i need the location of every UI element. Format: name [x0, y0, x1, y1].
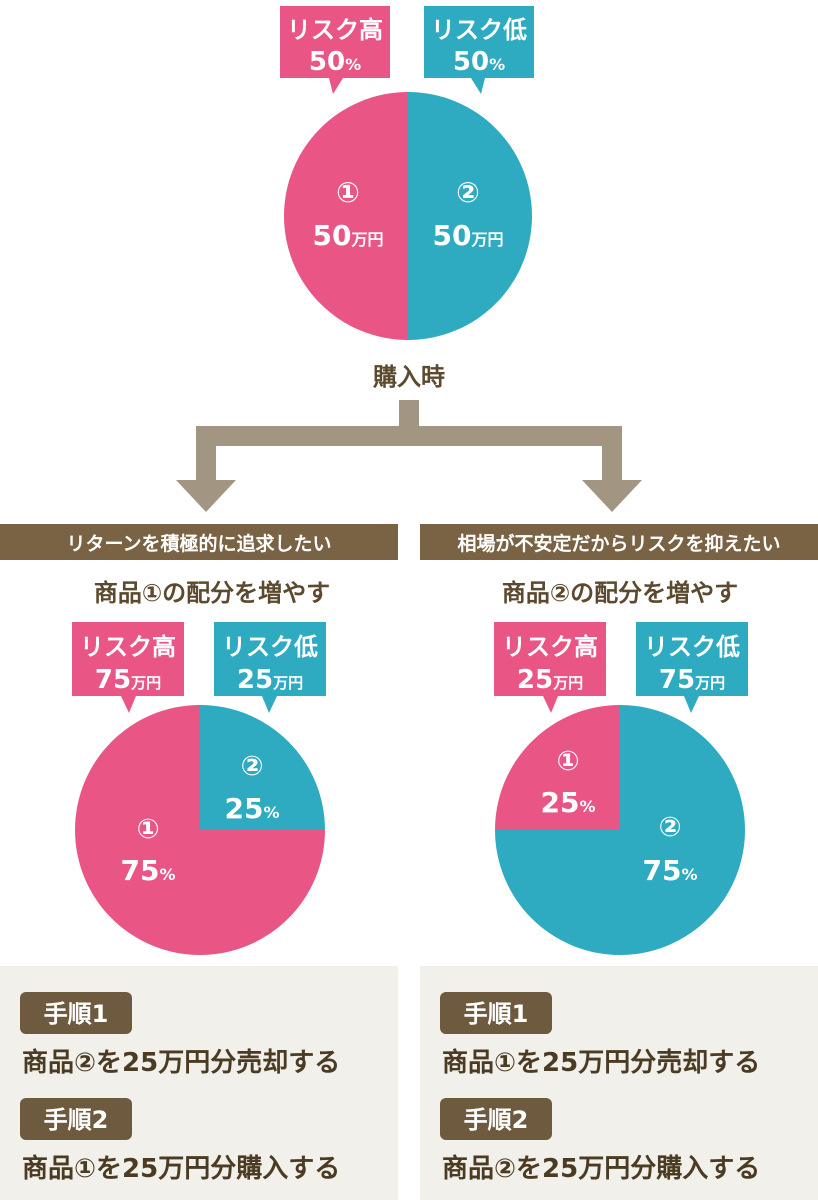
pie-right-label-product-2: ② — [659, 812, 682, 843]
callout-right-low-value: 75 — [659, 665, 695, 695]
pie-left-value-product-2: 25% — [225, 792, 280, 825]
step-label-right-1: 手順1 — [464, 1000, 529, 1028]
pie-left-value-product-2-number: 25 — [225, 792, 264, 825]
step-text-right-1: 商品①を25万円分売却する — [442, 1047, 760, 1078]
callout-left-high-unit: 万円 — [130, 674, 161, 692]
pie-initial-caption: 購入時 — [373, 363, 445, 391]
pie-right-title: 商品②の配分を増やす — [502, 579, 738, 607]
pie-left-value-product-2-unit: % — [263, 803, 279, 822]
pie-right-slice-product-2 — [495, 705, 745, 955]
pie-right-label-product-1: ① — [557, 746, 580, 777]
callout-left-low-value: 25 — [237, 665, 273, 695]
callout-initial-low-value-text: 50% — [453, 47, 505, 77]
pie-left-title: 商品①の配分を増やす — [94, 579, 330, 607]
pie-right-value-product-1-number: 25 — [541, 786, 580, 819]
pie-left-value-product-1-number: 75 — [121, 854, 160, 887]
callout-left-low: リスク低 25万円 — [214, 622, 326, 713]
pie-initial-value-product-1: 50万円 — [313, 219, 384, 252]
callout-initial-high-unit: % — [345, 55, 361, 74]
pie-initial-value-product-2-unit: 万円 — [470, 230, 503, 249]
callout-right-high-value: 25 — [517, 665, 553, 695]
pie-right-value-product-2-number: 75 — [643, 854, 682, 887]
callout-left-high-value: 75 — [95, 665, 131, 695]
callout-initial-low-value: 50 — [453, 47, 489, 77]
pie-left-value-product-1: 75% — [121, 854, 176, 887]
step-label-left-2: 手順2 — [44, 1106, 109, 1134]
pie-initial-slice-product-1 — [284, 92, 408, 340]
pie-left-value-product-1-unit: % — [159, 865, 175, 884]
steps-panel-right: 手順1 商品①を25万円分売却する 手順2 商品②を25万円分購入する — [420, 966, 818, 1200]
callout-right-low-title: リスク低 — [644, 633, 740, 661]
callout-right-high: リスク高 25万円 — [494, 622, 606, 713]
banner-left: リターンを積極的に追求したい — [0, 524, 398, 560]
pie-initial-label-product-1: ① — [336, 176, 360, 209]
banner-left-text: リターンを積極的に追求したい — [66, 532, 331, 555]
pie-left — [75, 705, 325, 955]
banner-right: 相場が不安定だからリスクを抑えたい — [420, 524, 818, 560]
callout-left-low-unit: 万円 — [272, 674, 303, 692]
step-label-left-1: 手順1 — [44, 1000, 109, 1028]
callout-initial-high: リスク高 50% — [280, 6, 390, 94]
callout-right-low: リスク低 75万円 — [636, 622, 748, 713]
step-badge-left-2 — [20, 1098, 132, 1140]
callout-initial-low-unit: % — [489, 55, 505, 74]
step-label-right-2: 手順2 — [464, 1106, 529, 1134]
pie-left-label-product-2: ② — [241, 751, 264, 782]
pie-initial-value-product-2-number: 50 — [433, 219, 472, 252]
callout-initial-high-title: リスク高 — [287, 16, 383, 44]
callout-initial-low: リスク低 50% — [424, 6, 534, 94]
pie-left-slice-product-2 — [200, 705, 325, 830]
callout-initial-low-title: リスク低 — [431, 16, 527, 44]
step-badge-left-1 — [20, 992, 132, 1034]
step-text-left-2: 商品①を25万円分購入する — [22, 1153, 340, 1184]
step-badge-right-1 — [440, 992, 552, 1034]
callout-right-low-unit: 万円 — [694, 674, 725, 692]
pie-right-value-product-2-unit: % — [681, 865, 697, 884]
pie-initial — [284, 92, 532, 340]
banner-right-text: 相場が不安定だからリスクを抑えたい — [457, 532, 780, 555]
step-badge-right-2 — [440, 1098, 552, 1140]
pie-right-value-product-2: 75% — [643, 854, 698, 887]
callout-left-low-title: リスク低 — [222, 633, 318, 661]
pie-initial-value-product-1-unit: 万円 — [350, 230, 383, 249]
steps-panel-left: 手順1 商品②を25万円分売却する 手順2 商品①を25万円分購入する — [0, 966, 398, 1200]
callout-left-low-value-text: 25万円 — [237, 665, 303, 695]
callout-left-high: リスク高 75万円 — [72, 622, 184, 713]
pie-right-value-product-1: 25% — [541, 786, 596, 819]
branch-arrow — [176, 400, 642, 512]
callout-initial-high-value: 50 — [309, 47, 345, 77]
pie-initial-slice-product-2 — [408, 92, 532, 340]
callout-right-low-value-text: 75万円 — [659, 665, 725, 695]
callout-right-high-unit: 万円 — [552, 674, 583, 692]
pie-right — [495, 705, 745, 955]
pie-initial-value-product-2: 50万円 — [433, 219, 504, 252]
step-text-right-2: 商品②を25万円分購入する — [442, 1153, 760, 1184]
pie-initial-label-product-2: ② — [456, 176, 480, 209]
step-text-left-1: 商品②を25万円分売却する — [22, 1047, 340, 1078]
callout-left-high-value-text: 75万円 — [95, 665, 161, 695]
callout-initial-high-value-text: 50% — [309, 47, 361, 77]
pie-left-label-product-1: ① — [137, 814, 160, 845]
callout-right-high-title: リスク高 — [502, 633, 598, 661]
callout-left-high-title: リスク高 — [80, 633, 176, 661]
pie-initial-value-product-1-number: 50 — [313, 219, 352, 252]
callout-right-high-value-text: 25万円 — [517, 665, 583, 695]
pie-right-slice-product-1 — [495, 705, 620, 830]
pie-right-value-product-1-unit: % — [579, 797, 595, 816]
